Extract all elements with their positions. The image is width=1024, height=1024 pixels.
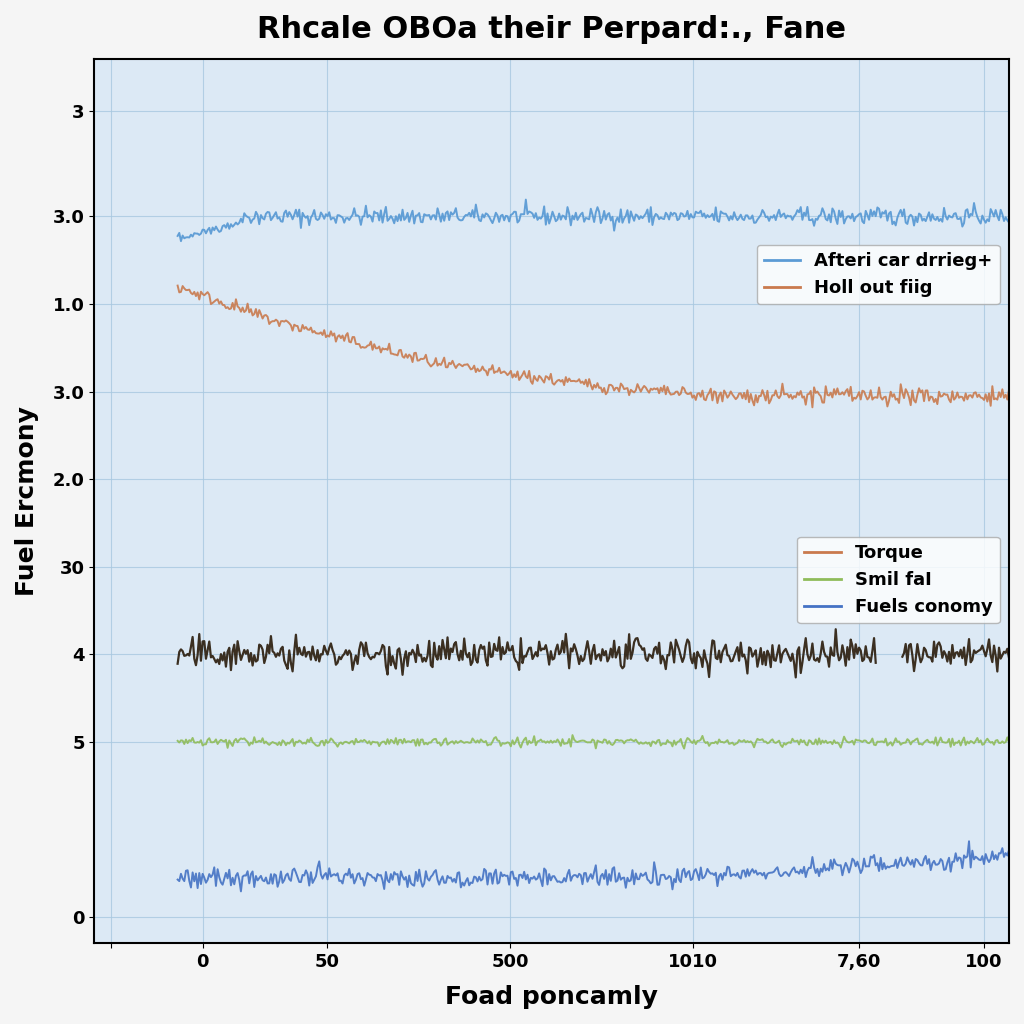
- Y-axis label: Fuel Ercmony: Fuel Ercmony: [15, 407, 39, 596]
- Legend: Torque, Smil faI, Fuels conomy: Torque, Smil faI, Fuels conomy: [798, 537, 1000, 624]
- X-axis label: Foad poncamly: Foad poncamly: [445, 985, 658, 1009]
- Title: Rhcale OBOa their Perpard:., Fane: Rhcale OBOa their Perpard:., Fane: [257, 15, 846, 44]
